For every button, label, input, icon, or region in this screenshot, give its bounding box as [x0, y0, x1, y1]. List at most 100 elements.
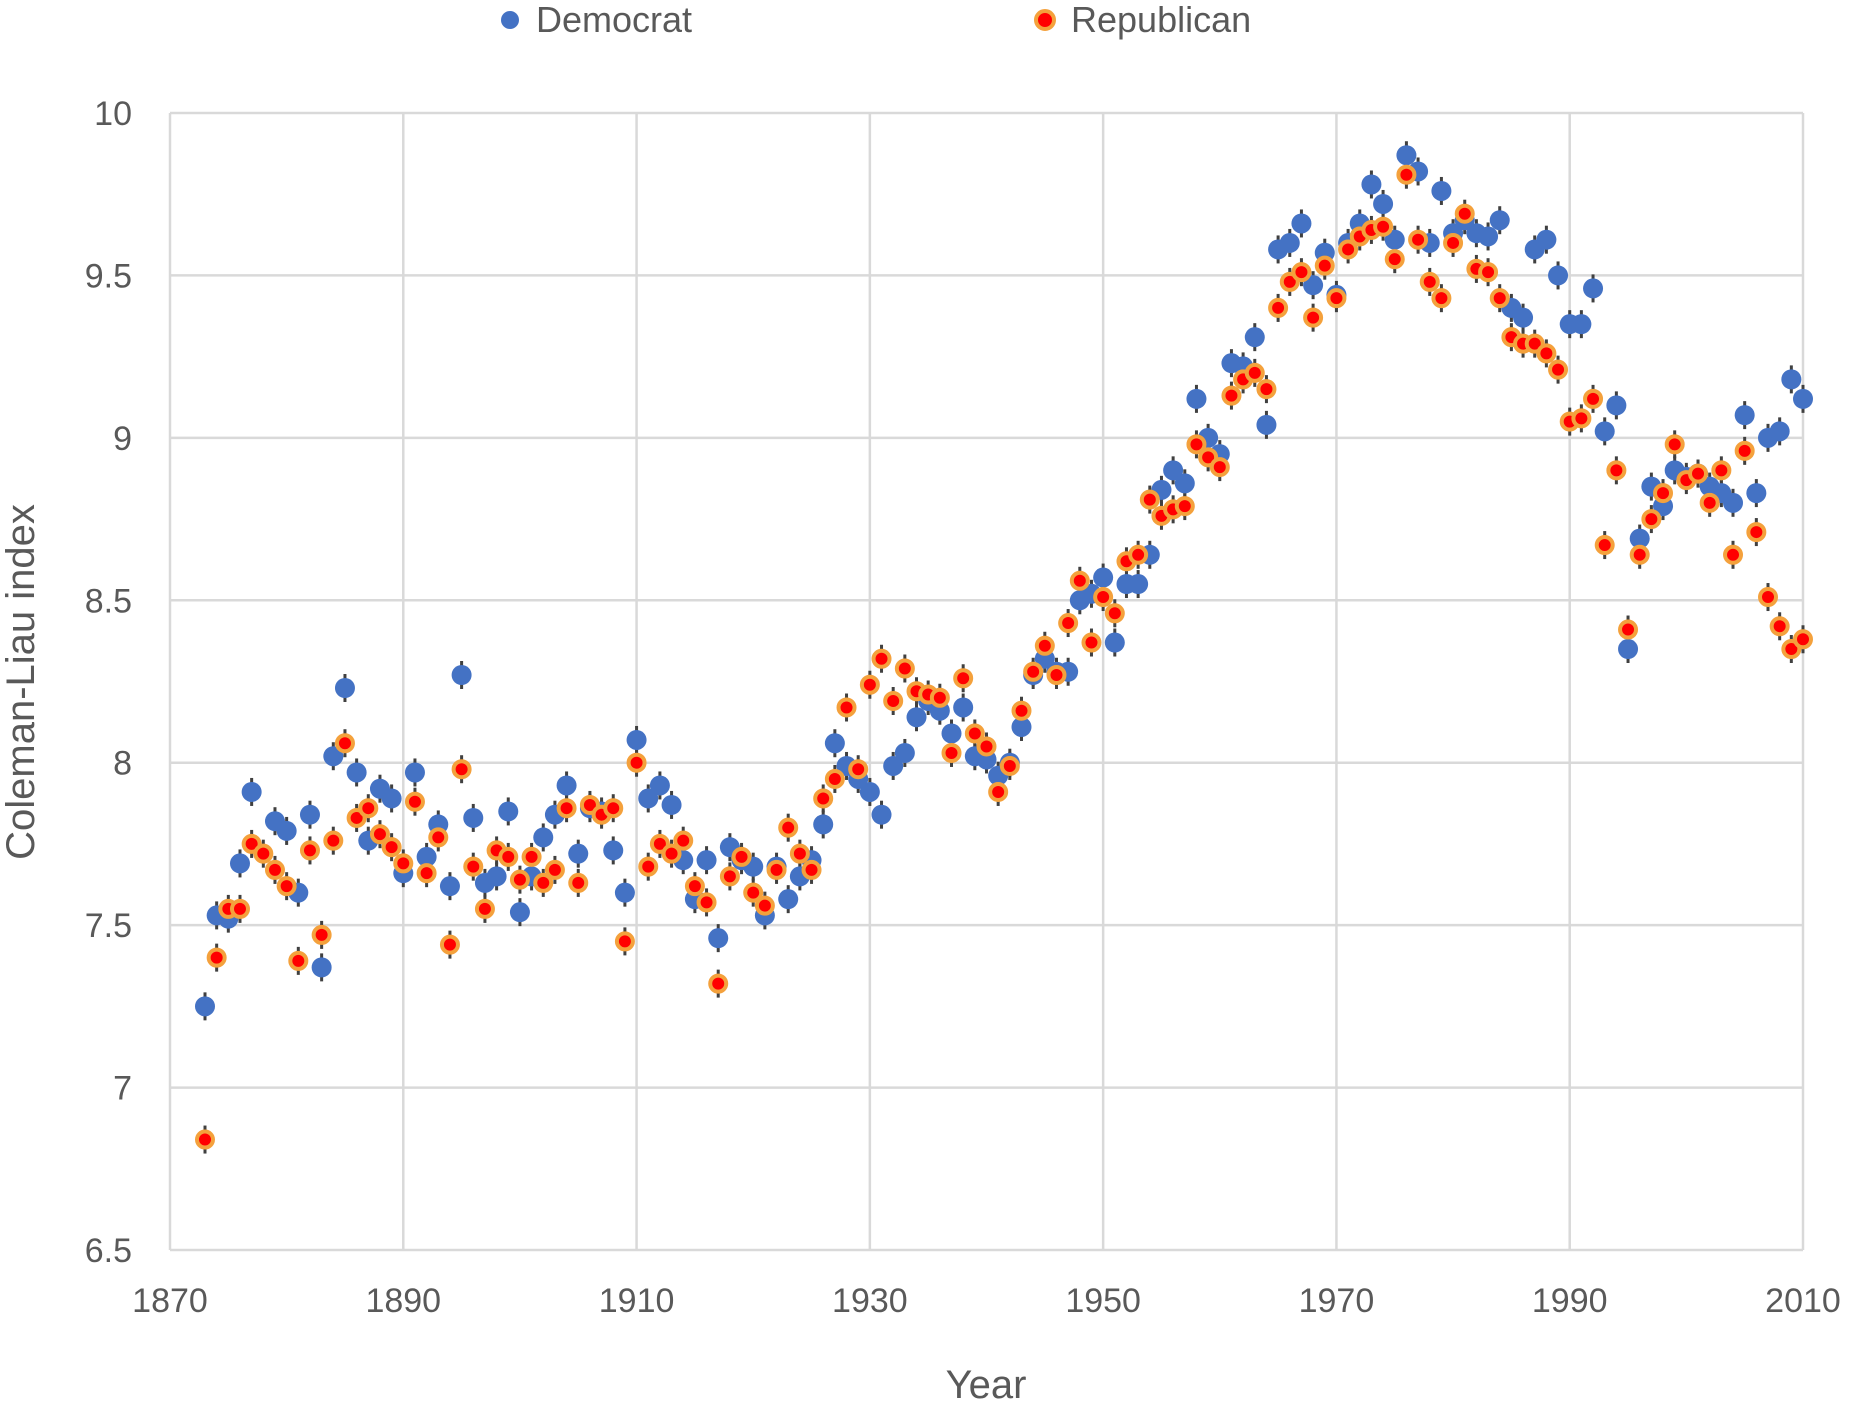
data-point-democrat [871, 804, 892, 825]
data-point-democrat [463, 807, 484, 828]
data-point-republican [1688, 463, 1709, 484]
data-point-democrat [1256, 414, 1277, 435]
data-point-republican [1419, 271, 1440, 292]
data-point-republican [859, 674, 880, 695]
data-point-democrat [1011, 716, 1032, 737]
y-tick-labels: 6.5 7 7.5 8 8.5 9 9.5 10 [85, 95, 132, 1270]
data-point-democrat [1781, 369, 1802, 390]
data-point-republican [626, 752, 647, 773]
data-point-democrat [404, 762, 425, 783]
data-point-republican [1034, 635, 1055, 656]
data-point-republican [544, 859, 565, 880]
data-point-republican [1058, 613, 1079, 634]
data-point-republican [276, 876, 297, 897]
data-point-republican [1431, 288, 1452, 309]
data-point-republican [194, 1129, 215, 1150]
data-point-republican [1699, 492, 1720, 513]
data-point-democrat [883, 755, 904, 776]
y-tick-label: 9 [113, 420, 132, 458]
data-point-republican [521, 846, 542, 867]
data-point-democrat [1793, 388, 1813, 409]
data-point-democrat [229, 853, 250, 874]
data-point-democrat [649, 775, 670, 796]
data-point-republican [1769, 616, 1790, 637]
data-point-republican [404, 791, 425, 812]
x-tick-label: 2010 [1765, 1282, 1841, 1320]
data-point-republican [1209, 457, 1230, 478]
grid-lines [168, 111, 1805, 1252]
data-point-republican [1081, 632, 1102, 653]
data-point-democrat [533, 827, 554, 848]
data-point-democrat [1396, 145, 1417, 166]
data-point-democrat [1244, 327, 1265, 348]
data-point-republican [638, 856, 659, 877]
data-point-republican [334, 733, 355, 754]
data-point-republican [229, 898, 250, 919]
data-point-republican [824, 768, 845, 789]
y-tick-label: 9.5 [85, 257, 132, 295]
data-point-republican [1711, 460, 1732, 481]
data-point-republican [311, 924, 332, 945]
data-point-republican [1023, 661, 1044, 682]
x-tick-label: 1970 [1299, 1282, 1375, 1320]
data-point-democrat [1431, 180, 1452, 201]
data-point-democrat [1174, 473, 1195, 494]
data-point-republican [1454, 203, 1475, 224]
data-point-republican [253, 843, 274, 864]
data-point-democrat [1104, 632, 1125, 653]
data-point-republican [696, 892, 717, 913]
data-point-democrat [299, 804, 320, 825]
data-point-republican [1536, 343, 1557, 364]
data-point-democrat [661, 794, 682, 815]
y-tick-label: 7.5 [85, 907, 132, 945]
data-point-republican [264, 859, 285, 880]
data-point-democrat [1536, 229, 1557, 250]
data-point-democrat [439, 876, 460, 897]
data-point-republican [1174, 496, 1195, 517]
data-point-republican [1443, 232, 1464, 253]
data-point-republican [848, 759, 869, 780]
y-tick-label: 10 [94, 95, 132, 133]
data-point-democrat [323, 746, 344, 767]
data-point-democrat [906, 707, 927, 728]
data-point-democrat [603, 840, 624, 861]
data-point-republican [381, 837, 402, 858]
data-point-republican [836, 697, 857, 718]
data-point-republican [288, 950, 309, 971]
data-point-republican [369, 824, 390, 845]
data-point-republican [1571, 408, 1592, 429]
data-point-republican [1046, 665, 1067, 686]
data-point-democrat [696, 850, 717, 871]
data-point-republican [393, 853, 414, 874]
data-point-republican [941, 742, 962, 763]
data-point-republican [498, 846, 519, 867]
data-point-republican [1186, 434, 1207, 455]
data-point-republican [206, 947, 227, 968]
data-point-republican [1069, 570, 1090, 591]
republican-series [194, 164, 1813, 1150]
data-point-democrat [941, 723, 962, 744]
data-point-republican [1011, 700, 1032, 721]
data-point-republican [1758, 587, 1779, 608]
data-point-democrat [1606, 395, 1627, 416]
data-point-republican [463, 856, 484, 877]
data-point-republican [1291, 262, 1312, 283]
data-point-republican [801, 859, 822, 880]
legend: Democrat Republican [501, 0, 1251, 40]
x-tick-label: 1990 [1532, 1282, 1608, 1320]
data-point-democrat [894, 742, 915, 763]
data-point-republican [416, 863, 437, 884]
x-tick-label: 1870 [132, 1282, 208, 1320]
data-point-democrat [1629, 528, 1650, 549]
data-point-democrat [1279, 232, 1300, 253]
data-point-republican [1396, 164, 1417, 185]
data-point-democrat [1373, 193, 1394, 214]
data-point-democrat [1746, 483, 1767, 504]
data-point-democrat [1548, 265, 1569, 286]
data-point-republican [1326, 288, 1347, 309]
data-point-democrat [1489, 210, 1510, 231]
data-point-democrat [638, 788, 659, 809]
legend-label-republican: Republican [1071, 0, 1251, 40]
data-point-republican [766, 859, 787, 880]
y-tick-label: 8.5 [85, 582, 132, 620]
